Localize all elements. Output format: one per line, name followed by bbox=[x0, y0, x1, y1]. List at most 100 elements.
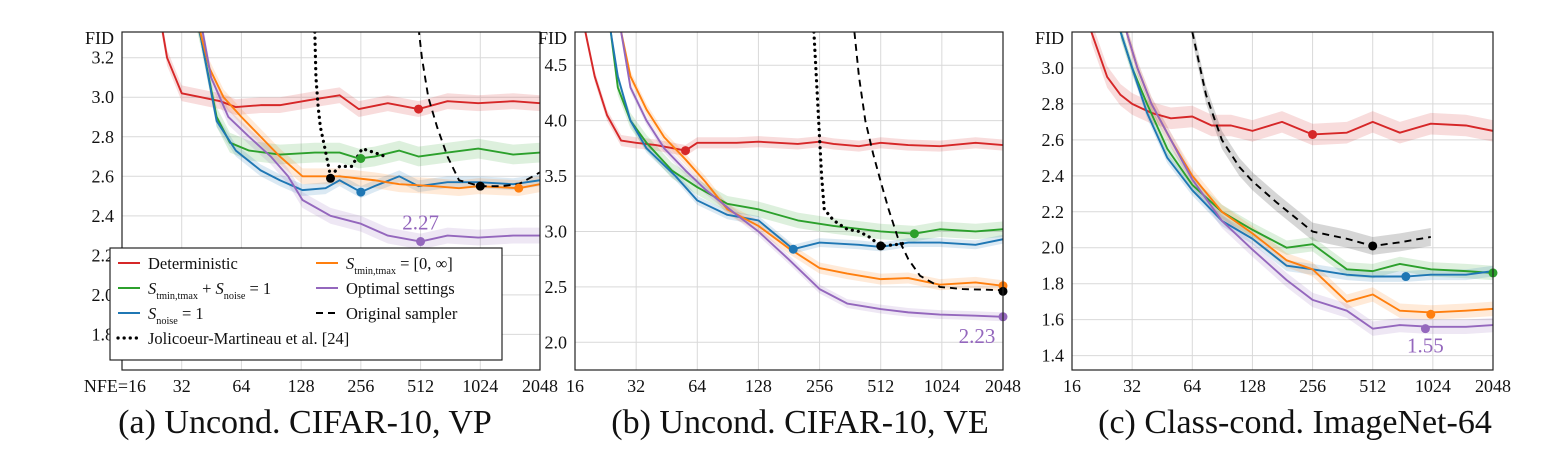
y-tick-label: 2.5 bbox=[545, 277, 568, 297]
band-det bbox=[161, 32, 540, 117]
chart-1: 1.8 2.0 2.2 2.4 2.6 2.8 3.0 3.2 NFE=16 32 64 128 256… bbox=[84, 28, 558, 396]
series-line-noise bbox=[198, 32, 540, 194]
x-tick-label: 512 bbox=[1359, 376, 1386, 396]
x-tick-label: 1024 bbox=[462, 376, 498, 396]
y-tick-label: 2.6 bbox=[1042, 130, 1065, 150]
legend-label-tmn: Stmin,tmax + Snoise = 1 bbox=[148, 279, 271, 302]
legend-label-opt: Optimal settings bbox=[346, 279, 455, 298]
marker-orig bbox=[1368, 241, 1378, 251]
x-tick-label: 64 bbox=[1183, 376, 1201, 396]
x-tick-label: 1024 bbox=[1415, 376, 1451, 396]
annotation-value: 2.23 bbox=[959, 324, 996, 348]
x-tick-label: 1024 bbox=[924, 376, 960, 396]
y-tick-label: 3.0 bbox=[545, 221, 568, 241]
series-line-orig bbox=[418, 32, 540, 188]
y-tick-label: 4.5 bbox=[545, 55, 568, 75]
marker-inf bbox=[1426, 309, 1436, 319]
series-line-orig bbox=[853, 32, 1003, 292]
legend-box bbox=[109, 247, 503, 361]
marker-opt bbox=[416, 237, 426, 247]
y-tick-label: 1.8 bbox=[1042, 274, 1065, 294]
series-line-inf bbox=[620, 32, 1003, 287]
marker-opt bbox=[1420, 324, 1430, 334]
chart-3: 1.4 1.6 1.8 2.0 2.2 2.4 2.6 2.8 3.0 16 32 64 128 256 5… bbox=[1035, 28, 1511, 396]
x-tick-label: 16 bbox=[566, 376, 584, 396]
marker-jm bbox=[876, 241, 886, 251]
series-line-det bbox=[1090, 32, 1493, 136]
x-tick-label: 256 bbox=[806, 376, 833, 396]
x-tick-label: 128 bbox=[1239, 376, 1266, 396]
x-tick-label: 32 bbox=[173, 376, 191, 396]
x-tick-label: 512 bbox=[867, 376, 894, 396]
legend-label-jm: Jolicoeur-Martineau et al. [24] bbox=[148, 329, 349, 348]
series-line-tmn bbox=[1119, 32, 1493, 274]
marker-tmn bbox=[909, 229, 919, 239]
y-tick-label: 1.6 bbox=[1042, 310, 1065, 330]
y-tick-label: 2.8 bbox=[92, 127, 115, 147]
legend-label-inf: Stmin,tmax = [0, ∞] bbox=[346, 254, 453, 277]
marker-noise bbox=[788, 244, 798, 254]
marker-tmn bbox=[356, 154, 366, 164]
legend-label-det: Deterministic bbox=[148, 254, 238, 273]
y-tick-label: 3.0 bbox=[1042, 58, 1065, 78]
series-line-noise bbox=[1119, 32, 1493, 278]
band-det bbox=[585, 32, 1003, 157]
y-tick-label: 2.2 bbox=[92, 245, 115, 265]
plot-area bbox=[161, 32, 540, 250]
y-axis-label: FID bbox=[85, 28, 114, 48]
x-tick-label: 512 bbox=[407, 376, 434, 396]
annotation-value: 1.55 bbox=[1407, 334, 1444, 358]
chart-2: 2.0 2.5 3.0 3.5 4.0 4.5 16 32 64 128 256 512 1024 204… bbox=[538, 28, 1021, 396]
series-line-det bbox=[161, 32, 540, 111]
marker-noise bbox=[356, 187, 366, 197]
x-tick-label: 128 bbox=[745, 376, 772, 396]
annotation-value: 2.27 bbox=[402, 211, 439, 235]
y-tick-label: 1.8 bbox=[92, 324, 115, 344]
x-tick-label: 256 bbox=[1299, 376, 1326, 396]
series-line-opt bbox=[201, 32, 540, 243]
marker-inf bbox=[514, 183, 524, 193]
caption-a: (a) Uncond. CIFAR-10, VP bbox=[118, 404, 492, 441]
series-line-noise bbox=[609, 32, 1003, 251]
legend: Deterministic Stmin,tmax = [0, ∞] Stmin,tm… bbox=[109, 247, 503, 361]
y-tick-label: 2.0 bbox=[545, 332, 568, 352]
band-orig bbox=[1192, 32, 1431, 255]
caption-c: (c) Class-cond. ImageNet-64 bbox=[1098, 404, 1492, 441]
y-tick-label: 2.8 bbox=[1042, 94, 1065, 114]
plot-frame bbox=[1071, 31, 1494, 371]
series-line-opt bbox=[620, 32, 1003, 318]
x-tick-label: 32 bbox=[627, 376, 645, 396]
x-tick-label: 16 bbox=[1063, 376, 1081, 396]
legend-label-orig: Original sampler bbox=[346, 304, 458, 323]
y-tick-label: 3.0 bbox=[92, 87, 115, 107]
x-tick-label: 2048 bbox=[522, 376, 558, 396]
plot-frame bbox=[574, 31, 1004, 371]
x-tick-label: NFE=16 bbox=[84, 376, 146, 396]
marker-det bbox=[414, 104, 424, 114]
y-tick-label: 1.4 bbox=[1042, 346, 1065, 366]
y-axis-label: FID bbox=[1035, 28, 1064, 48]
series-line-jm bbox=[812, 32, 910, 248]
y-tick-label: 3.2 bbox=[92, 48, 115, 68]
x-tick-label: 256 bbox=[347, 376, 374, 396]
y-tick-label: 4.0 bbox=[545, 111, 568, 131]
band-tmn bbox=[197, 32, 540, 169]
series-line-inf bbox=[199, 32, 540, 190]
y-axis-label: FID bbox=[538, 28, 567, 48]
caption-b: (b) Uncond. CIFAR-10, VE bbox=[611, 404, 989, 441]
y-tick-label: 2.6 bbox=[92, 166, 115, 186]
y-tick-label: 2.4 bbox=[1042, 166, 1065, 186]
y-tick-label: 2.0 bbox=[92, 285, 115, 305]
y-tick-label: 3.5 bbox=[545, 166, 568, 186]
x-tick-label: 64 bbox=[688, 376, 706, 396]
y-tick-label: 2.4 bbox=[92, 206, 115, 226]
plot-area bbox=[584, 32, 1003, 322]
marker-det bbox=[1308, 129, 1318, 139]
x-tick-label: 2048 bbox=[1475, 376, 1511, 396]
marker-jm bbox=[326, 173, 336, 183]
x-tick-label: 64 bbox=[232, 376, 250, 396]
marker-noise bbox=[1401, 272, 1411, 282]
x-tick-label: 128 bbox=[288, 376, 315, 396]
series-line-det bbox=[584, 32, 1003, 152]
